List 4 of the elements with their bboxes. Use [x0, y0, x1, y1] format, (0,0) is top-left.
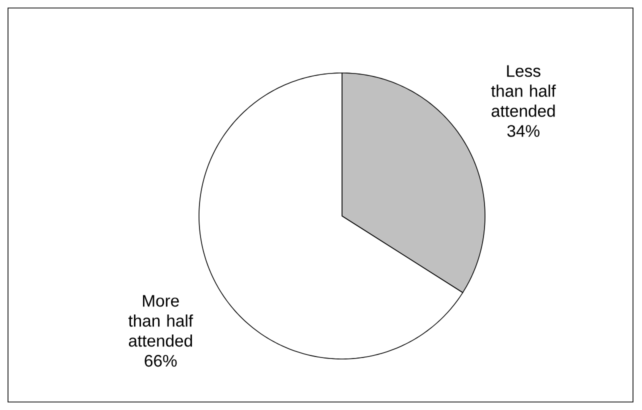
- slice-label: More than half attended: [128, 295, 194, 347]
- slice-label: Less than half attended: [491, 65, 556, 117]
- data-label: 66%: [144, 354, 177, 367]
- data-label: 34%: [507, 125, 540, 137]
